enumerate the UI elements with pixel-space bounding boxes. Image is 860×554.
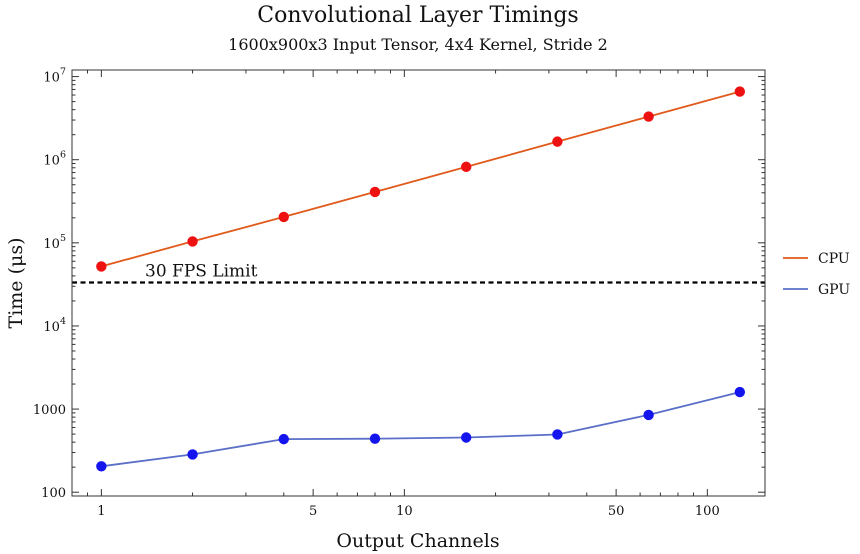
y-tick-label: 100	[41, 486, 66, 501]
y-tick-label: 105	[43, 233, 66, 252]
gpu-data-point	[278, 433, 289, 445]
fps-limit-label: 30 FPS Limit	[145, 261, 258, 281]
y-tick-exponent: 7	[60, 67, 66, 78]
cpu-data-point	[460, 161, 472, 173]
gpu-data-point	[369, 433, 381, 444]
y-tick-base: 10	[43, 320, 60, 335]
cpu-series-line	[101, 90, 741, 268]
y-tick-base: 10	[43, 154, 60, 169]
y-tick-exponent: 5	[60, 233, 66, 244]
x-tick-label: 50	[608, 504, 625, 519]
gpu-data-point	[187, 449, 198, 460]
y-tick-base: 10	[43, 237, 60, 252]
y-tick-exponent: 6	[60, 150, 66, 161]
legend-label: CPU	[818, 251, 850, 267]
gpu-data-point	[643, 409, 654, 421]
y-tick-base: 10	[43, 71, 60, 86]
series-group	[96, 86, 746, 472]
x-axis-label: Output Channels	[336, 530, 499, 552]
legend: CPU GPU	[783, 251, 850, 298]
legend-label: GPU	[818, 282, 850, 298]
x-tick-label: 10	[396, 504, 413, 519]
cpu-data-point	[187, 236, 198, 247]
chart-title: Convolutional Layer Timings	[257, 3, 578, 28]
cpu-data-point	[552, 136, 563, 147]
cpu-data-point	[643, 111, 654, 122]
y-tick-base: 1000	[33, 403, 66, 418]
gpu-data-point	[552, 429, 563, 440]
gpu-data-point	[460, 432, 472, 443]
x-tick-label: 1	[97, 504, 105, 519]
cpu-data-point	[369, 186, 381, 198]
y-tick-label: 107	[43, 67, 66, 86]
plot-frame	[71, 69, 766, 497]
y-tick-base: 100	[41, 486, 66, 501]
gpu-series-line	[101, 391, 741, 468]
y-tick-exponent: 4	[60, 316, 66, 327]
gpu-data-point	[734, 386, 746, 398]
cpu-data-point	[96, 261, 107, 272]
x-tick-label: 100	[695, 504, 720, 519]
chart-subtitle: 1600x900x3 Input Tensor, 4x4 Kernel, Str…	[228, 35, 608, 54]
x-tick-label: 5	[309, 504, 317, 519]
cpu-data-point	[278, 211, 289, 223]
y-tick-label: 104	[43, 316, 66, 335]
y-tick-label: 1000	[33, 403, 66, 418]
reference-line-group: 30 FPS Limit	[72, 261, 765, 284]
y-tick-label: 106	[43, 150, 66, 169]
y-axis-label: Time (μs)	[5, 238, 27, 329]
gpu-data-point	[96, 461, 107, 472]
cpu-data-point	[734, 86, 746, 97]
